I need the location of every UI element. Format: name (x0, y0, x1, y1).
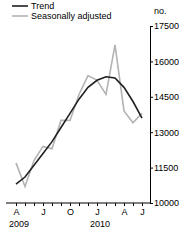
y-tick-label: 10000 (154, 198, 179, 208)
series-line (16, 45, 142, 187)
x-tick-mark (34, 203, 35, 206)
plot-area (16, 45, 142, 187)
x-tick (34, 203, 35, 206)
y-tick: 14500 (150, 92, 179, 102)
x-tick-label: A (121, 207, 127, 217)
y-tick-label: 11500 (154, 163, 178, 173)
y-tick-mark (150, 203, 153, 204)
x-axis-line (6, 203, 150, 204)
x-tick-mark (88, 203, 89, 206)
y-tick: 10000 (150, 198, 179, 208)
x-tick-label: A (13, 207, 19, 217)
legend-label: Trend (31, 1, 54, 11)
legend-swatch (12, 15, 28, 17)
x-tick-mark (16, 203, 17, 206)
x-tick (52, 203, 53, 206)
x-tick-label: O (67, 207, 74, 217)
x-tick: J (95, 203, 100, 217)
legend-swatch (12, 5, 28, 7)
y-axis-title: no. (154, 6, 167, 16)
y-tick-mark (150, 168, 153, 169)
y-tick-mark (150, 26, 153, 27)
x-tick (133, 203, 134, 206)
x-tick: J (41, 203, 46, 217)
x-tick-mark (25, 203, 26, 206)
y-tick-mark (150, 61, 153, 62)
x-tick-mark (115, 203, 116, 206)
y-tick-label: 14500 (154, 92, 179, 102)
y-tick: 17500 (150, 21, 179, 31)
x-tick-mark (61, 203, 62, 206)
x-tick-mark (70, 203, 71, 206)
x-tick (106, 203, 107, 206)
x-tick-mark (133, 203, 134, 206)
series-line (16, 77, 142, 184)
legend: TrendSeasonally adjusted (12, 1, 112, 21)
x-tick: J (140, 203, 145, 217)
x-tick: O (67, 203, 74, 217)
year-label: 2010 (90, 219, 110, 229)
y-axis: 10000 11500 13000 14500 16000 17500 (150, 21, 179, 208)
chart: 10000 11500 13000 14500 16000 17500 no. A J O J A J 2… (0, 0, 181, 231)
x-tick-mark (106, 203, 107, 206)
x-tick-mark (43, 203, 44, 206)
x-tick-mark (142, 203, 143, 206)
y-tick-label: 17500 (154, 21, 179, 31)
y-tick-mark (150, 132, 153, 133)
y-tick-mark (150, 97, 153, 98)
x-tick-label: J (140, 207, 145, 217)
x-tick (88, 203, 89, 206)
x-tick-label: J (95, 207, 100, 217)
y-axis-line (151, 27, 154, 204)
x-tick (115, 203, 116, 206)
y-tick: 16000 (150, 57, 179, 67)
y-tick: 13000 (150, 128, 179, 138)
y-tick-label: 16000 (154, 57, 179, 67)
x-tick-mark (79, 203, 80, 206)
x-tick-mark (52, 203, 53, 206)
y-tick: 11500 (150, 163, 178, 173)
x-tick (25, 203, 26, 206)
x-axis: AJOJAJ (6, 203, 150, 217)
year-label: 2009 (9, 219, 29, 229)
x-tick-label: J (41, 207, 46, 217)
x-tick (61, 203, 62, 206)
x-tick: A (13, 203, 19, 217)
x-tick-mark (97, 203, 98, 206)
x-tick-mark (124, 203, 125, 206)
legend-label: Seasonally adjusted (31, 11, 112, 21)
x-tick: A (121, 203, 127, 217)
y-tick-label: 13000 (154, 128, 179, 138)
x-tick (79, 203, 80, 206)
